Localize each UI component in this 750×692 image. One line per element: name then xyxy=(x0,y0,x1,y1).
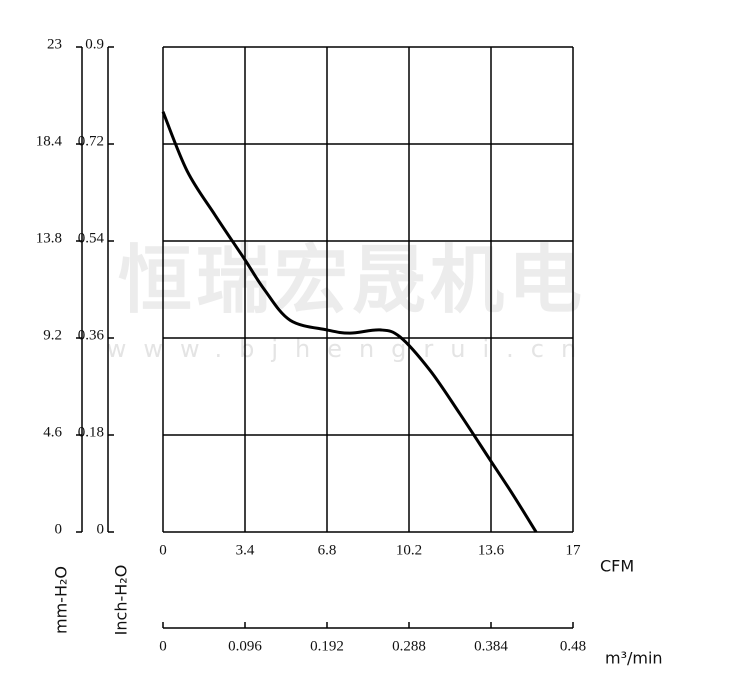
y2-tick-label: 0 xyxy=(55,521,63,537)
x2-tick-label: 0.48 xyxy=(560,638,586,654)
x2-tick-label: 0.096 xyxy=(228,638,262,654)
curve xyxy=(161,111,538,533)
y2-tick-label: 13.8 xyxy=(36,230,62,246)
y-tick-label: 0.54 xyxy=(78,230,105,246)
y-tick-label: 0.9 xyxy=(85,36,104,52)
watermark: 恒瑞宏晟机电 xyxy=(118,238,586,324)
y2-tick-label: 4.6 xyxy=(43,424,62,440)
y-tick-label: 0.18 xyxy=(78,424,104,440)
y-tick-label: 0 xyxy=(97,521,105,537)
y2-tick-label: 23 xyxy=(47,36,62,52)
x-tick-label: 3.4 xyxy=(236,542,255,558)
x2-axis-label: m³/min xyxy=(605,649,663,668)
x-axis-label: CFM xyxy=(600,557,634,576)
y-tick-label: 0.36 xyxy=(78,327,105,343)
x2-tick-label: 0.288 xyxy=(392,638,426,654)
x-tick-label: 0 xyxy=(159,542,167,558)
x-tick-label: 17 xyxy=(566,542,582,558)
watermark-url: www.bjhengrui.cn xyxy=(107,335,593,363)
y-tick-label: 0.72 xyxy=(78,133,104,149)
x-tick-label: 6.8 xyxy=(318,542,337,558)
x-tick-label: 10.2 xyxy=(396,542,422,558)
x2-tick-label: 0.384 xyxy=(474,638,508,654)
y2-tick-label: 18.4 xyxy=(36,133,63,149)
x-tick-label: 13.6 xyxy=(478,542,505,558)
x2-tick-label: 0 xyxy=(159,638,167,654)
y-axis-label: Inch-H₂O xyxy=(112,565,131,636)
x2-tick-label: 0.192 xyxy=(310,638,344,654)
y2-axis-label: mm-H₂O xyxy=(52,566,71,634)
y2-tick-label: 9.2 xyxy=(43,327,62,343)
